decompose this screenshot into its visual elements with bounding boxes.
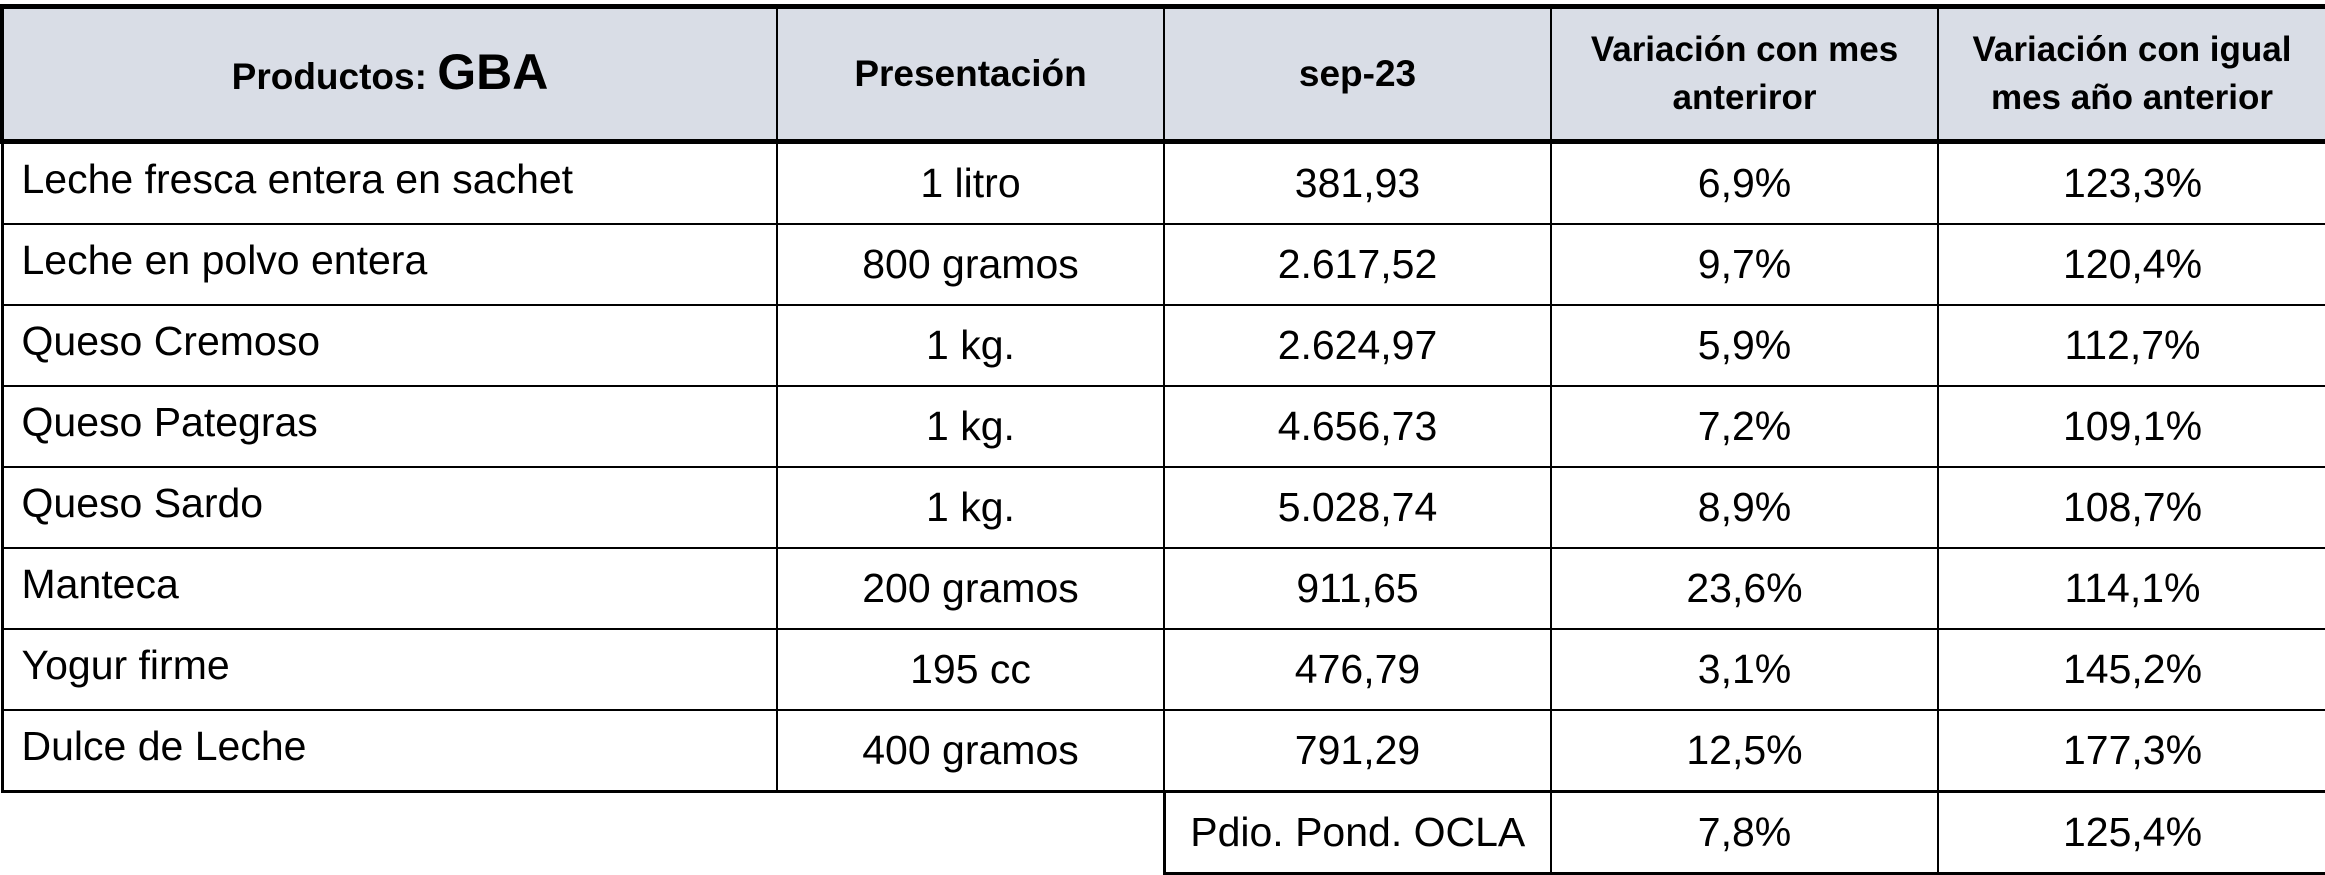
cell-var-mes: 9,7% xyxy=(1550,223,1939,306)
cell-var-mes: 23,6% xyxy=(1550,547,1939,630)
cell-var-anio: 177,3% xyxy=(1937,709,2325,793)
cell-precio: 4.656,73 xyxy=(1163,385,1552,468)
cell-var-mes: 5,9% xyxy=(1550,304,1939,387)
cell-precio: 2.617,52 xyxy=(1163,223,1552,306)
cell-presentacion: 800 gramos xyxy=(776,223,1165,306)
cell-precio: 2.624,97 xyxy=(1163,304,1552,387)
price-table: Productos: GBA Presentación sep-23 Varia… xyxy=(0,4,2325,875)
cell-presentacion: 195 cc xyxy=(776,628,1165,711)
table-row: Leche en polvo entera 800 gramos 2.617,5… xyxy=(0,223,2325,306)
cell-precio: 476,79 xyxy=(1163,628,1552,711)
header-row: Productos: GBA Presentación sep-23 Varia… xyxy=(0,4,2325,144)
cell-var-anio: 114,1% xyxy=(1937,547,2325,630)
header-presentacion: Presentación xyxy=(776,4,1165,144)
cell-var-anio: 145,2% xyxy=(1937,628,2325,711)
header-var-anio: Variación con igual mes año anterior xyxy=(1937,4,2325,144)
average-var-mes: 7,8% xyxy=(1550,790,1939,875)
table-row: Manteca 200 gramos 911,65 23,6% 114,1% xyxy=(0,547,2325,630)
cell-producto: Leche en polvo entera xyxy=(0,223,778,306)
cell-var-mes: 7,2% xyxy=(1550,385,1939,468)
header-var-anio-line1: Variación con igual xyxy=(1972,30,2292,69)
empty-cell xyxy=(2,792,1164,874)
cell-presentacion: 400 gramos xyxy=(776,709,1165,793)
cell-var-anio: 112,7% xyxy=(1937,304,2325,387)
cell-producto: Leche fresca entera en sachet xyxy=(0,140,778,225)
cell-precio: 791,29 xyxy=(1163,709,1552,793)
table-row: Dulce de Leche 400 gramos 791,29 12,5% 1… xyxy=(0,709,2325,793)
cell-var-anio: 120,4% xyxy=(1937,223,2325,306)
cell-producto: Manteca xyxy=(0,547,778,630)
cell-var-mes: 12,5% xyxy=(1550,709,1939,793)
cell-var-mes: 8,9% xyxy=(1550,466,1939,549)
header-productos: Productos: GBA xyxy=(0,4,778,144)
cell-presentacion: 1 litro xyxy=(776,140,1165,225)
header-productos-label: Productos: xyxy=(231,55,427,97)
cell-presentacion: 1 kg. xyxy=(776,304,1165,387)
header-var-mes: Variación con mes anteriror xyxy=(1550,4,1939,144)
table-row: Leche fresca entera en sachet 1 litro 38… xyxy=(0,140,2325,225)
average-row: Pdio. Pond. OCLA 7,8% 125,4% xyxy=(2,790,2325,875)
header-var-mes-line2: anteriror xyxy=(1672,78,1817,117)
table-row: Yogur firme 195 cc 476,79 3,1% 145,2% xyxy=(0,628,2325,711)
cell-producto: Dulce de Leche xyxy=(0,709,778,793)
cell-presentacion: 1 kg. xyxy=(776,466,1165,549)
cell-var-anio: 108,7% xyxy=(1937,466,2325,549)
cell-var-mes: 3,1% xyxy=(1550,628,1939,711)
cell-var-anio: 123,3% xyxy=(1937,140,2325,225)
cell-precio: 381,93 xyxy=(1163,140,1552,225)
cell-precio: 911,65 xyxy=(1163,547,1552,630)
cell-presentacion: 200 gramos xyxy=(776,547,1165,630)
cell-producto: Queso Pategras xyxy=(0,385,778,468)
average-label: Pdio. Pond. OCLA xyxy=(1162,790,1552,875)
cell-producto: Queso Sardo xyxy=(0,466,778,549)
table-row: Queso Sardo 1 kg. 5.028,74 8,9% 108,7% xyxy=(0,466,2325,549)
cell-precio: 5.028,74 xyxy=(1163,466,1552,549)
header-var-mes-line1: Variación con mes xyxy=(1590,30,1899,69)
cell-var-anio: 109,1% xyxy=(1937,385,2325,468)
table-row: Queso Cremoso 1 kg. 2.624,97 5,9% 112,7% xyxy=(0,304,2325,387)
cell-presentacion: 1 kg. xyxy=(776,385,1165,468)
average-var-anio: 125,4% xyxy=(1937,790,2325,875)
header-period: sep-23 xyxy=(1163,4,1552,144)
header-region: GBA xyxy=(437,43,549,100)
header-var-anio-line2: mes año anterior xyxy=(1990,78,2274,117)
cell-var-mes: 6,9% xyxy=(1550,140,1939,225)
cell-producto: Yogur firme xyxy=(0,628,778,711)
table-row: Queso Pategras 1 kg. 4.656,73 7,2% 109,1… xyxy=(0,385,2325,468)
cell-producto: Queso Cremoso xyxy=(0,304,778,387)
